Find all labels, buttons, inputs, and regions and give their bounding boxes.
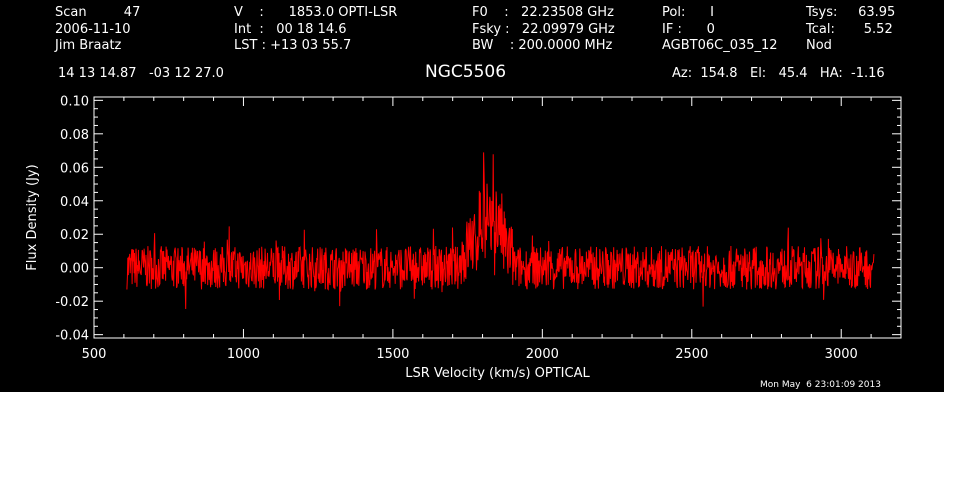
x-tick-label: 1000 bbox=[227, 347, 260, 362]
x-tick-label: 3000 bbox=[825, 347, 858, 362]
y-tick-label: 0.02 bbox=[60, 228, 89, 243]
project-id: AGBT06C_035_12 bbox=[662, 38, 778, 53]
integration-time: Int : 00 18 14.6 bbox=[234, 22, 347, 37]
bandwidth: BW : 200.0000 MHz bbox=[472, 38, 613, 53]
tsys-readout: Tsys: 63.95 bbox=[806, 5, 896, 20]
x-tick-label: 1500 bbox=[376, 347, 409, 362]
y-tick-label: 0.10 bbox=[60, 94, 89, 109]
x-tick-label: 500 bbox=[82, 347, 107, 362]
x-tick-label: 2000 bbox=[526, 347, 559, 362]
switching-mode: Nod bbox=[806, 38, 832, 53]
y-tick-label: 0.04 bbox=[60, 195, 89, 210]
source-name: NGC5506 bbox=[425, 62, 507, 82]
source-coordinates: 14 13 14.87 -03 12 27.0 bbox=[58, 66, 224, 81]
if-number: IF : 0 bbox=[662, 22, 715, 37]
tcal-readout: Tcal: 5.52 bbox=[806, 22, 893, 37]
observation-date: 2006-11-10 bbox=[55, 22, 131, 37]
spectrum-chart: 500 1000 1500 2000 2500 3000 -0.04 -0.02 0.00 0.0… bbox=[25, 94, 902, 381]
polarization: Pol: I bbox=[662, 5, 714, 20]
sky-frequency: Fsky : 22.09979 GHz bbox=[472, 22, 615, 37]
y-tick-label: 0.00 bbox=[60, 262, 89, 277]
plot-timestamp: Mon May 6 23:01:09 2013 bbox=[760, 380, 881, 390]
x-tick-label: 2500 bbox=[675, 347, 708, 362]
y-tick-label: 0.06 bbox=[60, 161, 89, 176]
rest-frequency: F0 : 22.23508 GHz bbox=[472, 5, 614, 20]
x-axis-label: LSR Velocity (km/s) OPTICAL bbox=[405, 366, 590, 381]
velocity-readout: V : 1853.0 OPTI-LSR bbox=[234, 5, 398, 20]
spectrum-plot-panel: Scan 47 2006-11-10 Jim Braatz V : 1853.0… bbox=[0, 0, 944, 392]
y-axis-label: Flux Density (Jy) bbox=[25, 164, 40, 270]
az-el-ha-readout: Az: 154.8 El: 45.4 HA: -1.16 bbox=[672, 66, 885, 81]
y-tick-label: -0.02 bbox=[55, 295, 89, 310]
spectrum-line bbox=[126, 152, 875, 310]
plot-frame bbox=[93, 96, 902, 339]
y-tick-label: 0.08 bbox=[60, 128, 89, 143]
lst-readout: LST : +13 03 55.7 bbox=[234, 38, 352, 53]
y-tick-label: -0.04 bbox=[55, 329, 89, 344]
scan-number: Scan 47 bbox=[55, 5, 141, 20]
observer-name: Jim Braatz bbox=[55, 38, 122, 53]
